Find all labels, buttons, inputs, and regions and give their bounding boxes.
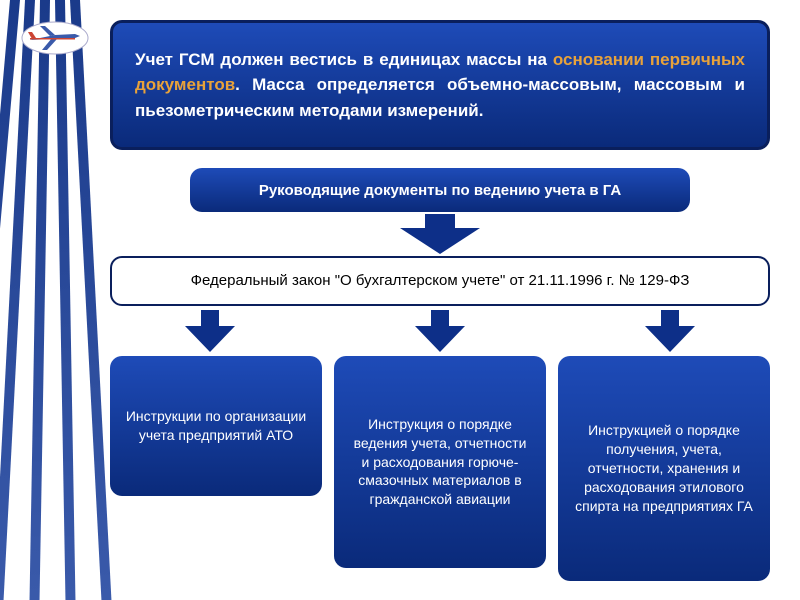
airplane-icon xyxy=(20,18,90,58)
arrow-down-2 xyxy=(415,310,465,352)
instruction-gsm-text: Инструкция о порядке ведения учета, отче… xyxy=(348,415,532,509)
decorative-stripes xyxy=(0,0,90,600)
instruction-box-gsm: Инструкция о порядке ведения учета, отче… xyxy=(334,356,546,568)
top-text: Учет ГСМ должен вестись в единицах массы… xyxy=(135,47,745,124)
governing-docs-label: Руководящие документы по ведению учета в… xyxy=(259,182,621,199)
arrow-down-1 xyxy=(185,310,235,352)
governing-docs-box: Руководящие документы по ведению учета в… xyxy=(190,168,690,212)
top-description-box: Учет ГСМ должен вестись в единицах массы… xyxy=(110,20,770,150)
arrow-down-3 xyxy=(645,310,695,352)
arrow-down-large xyxy=(400,214,480,254)
instruction-box-ato: Инструкции по организации учета предприя… xyxy=(110,356,322,496)
bottom-row: Инструкции по организации учета предприя… xyxy=(110,356,770,581)
federal-law-text: Федеральный закон "О бухгалтерском учете… xyxy=(191,271,690,291)
instruction-box-spirit: Инструкцией о порядке получения, учета, … xyxy=(558,356,770,581)
instruction-spirit-text: Инструкцией о порядке получения, учета, … xyxy=(572,421,756,515)
instruction-ato-text: Инструкции по организации учета предприя… xyxy=(124,407,308,445)
federal-law-box: Федеральный закон "О бухгалтерском учете… xyxy=(110,256,770,306)
